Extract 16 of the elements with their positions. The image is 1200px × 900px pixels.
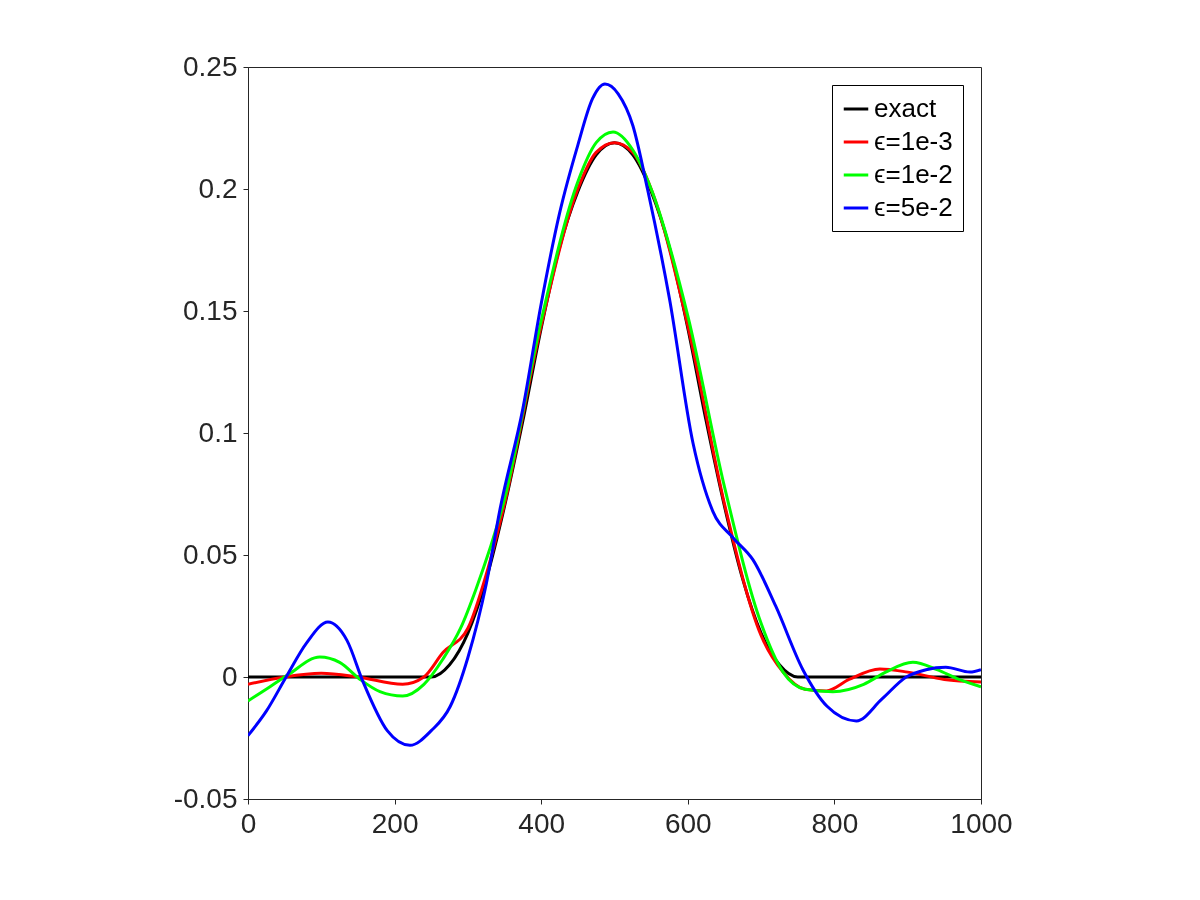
y-tick-label: 0.15 [183, 294, 238, 326]
legend-label: ϵ=5e-2 [874, 192, 953, 222]
x-tick-label: 400 [518, 807, 566, 839]
x-tick-label: 800 [811, 807, 859, 839]
legend-label: exact [874, 93, 937, 123]
legend-label: ϵ=1e-3 [874, 126, 953, 156]
y-tick-label: 0.05 [183, 538, 238, 570]
y-tick-label: 0.1 [198, 416, 238, 448]
legend-label: ϵ=1e-2 [874, 159, 953, 189]
y-tick-label: -0.05 [173, 782, 238, 814]
y-tick-label: 0 [221, 660, 238, 692]
y-tick-label: 0.25 [183, 50, 238, 82]
x-tick-label: 1000 [950, 807, 1013, 839]
x-tick-label: 600 [664, 807, 712, 839]
y-tick-label: 0.2 [198, 172, 238, 204]
x-tick-label: 200 [371, 807, 419, 839]
